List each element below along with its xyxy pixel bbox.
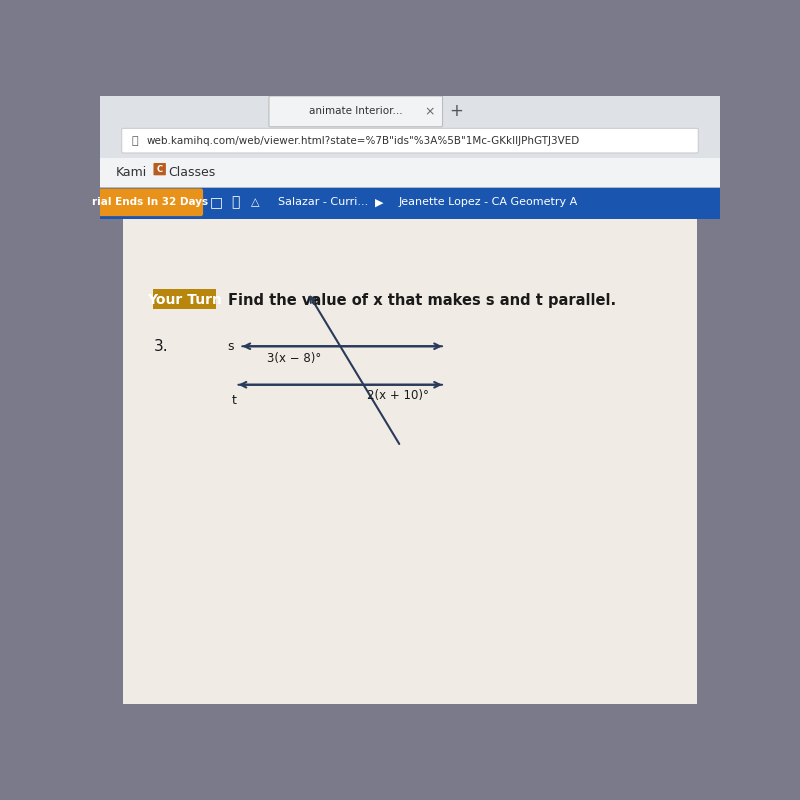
- Text: t: t: [232, 394, 237, 407]
- Text: +: +: [450, 102, 463, 120]
- Text: s: s: [227, 340, 234, 353]
- Text: web.kamihq.com/web/viewer.html?state=%7B"ids"%3A%5B"1Mc-GKklIJPhGTJ3VED: web.kamihq.com/web/viewer.html?state=%7B…: [146, 136, 580, 146]
- Text: C: C: [157, 165, 162, 174]
- Text: 🔒: 🔒: [131, 136, 138, 146]
- FancyBboxPatch shape: [154, 163, 166, 175]
- Text: Classes: Classes: [168, 166, 215, 178]
- Text: 2(x + 10)°: 2(x + 10)°: [367, 389, 430, 402]
- Text: Salazar - Curri...: Salazar - Curri...: [278, 198, 369, 207]
- Text: 3(x − 8)°: 3(x − 8)°: [266, 353, 321, 366]
- Text: animate Interior...: animate Interior...: [309, 106, 402, 116]
- Bar: [100, 158, 720, 187]
- FancyBboxPatch shape: [269, 96, 442, 126]
- Text: □: □: [210, 195, 223, 210]
- Text: Your Turn: Your Turn: [147, 293, 222, 307]
- Bar: [100, 187, 720, 219]
- Text: ⌕: ⌕: [231, 195, 240, 210]
- Bar: [123, 219, 697, 704]
- Text: Find the value of x that makes s and t parallel.: Find the value of x that makes s and t p…: [228, 293, 616, 307]
- FancyBboxPatch shape: [153, 290, 216, 310]
- Text: Kami: Kami: [115, 166, 146, 178]
- Text: Jeanette Lopez - CA Geometry A: Jeanette Lopez - CA Geometry A: [398, 198, 578, 207]
- Text: ▶: ▶: [374, 198, 383, 207]
- Text: rial Ends In 32 Days: rial Ends In 32 Days: [92, 198, 209, 207]
- Text: ×: ×: [424, 105, 434, 118]
- Text: 3.: 3.: [154, 338, 169, 354]
- FancyBboxPatch shape: [122, 128, 698, 153]
- FancyBboxPatch shape: [98, 188, 203, 216]
- Bar: [100, 126, 720, 158]
- Text: △: △: [250, 198, 259, 207]
- Bar: [100, 96, 720, 126]
- Text: r: r: [314, 294, 319, 308]
